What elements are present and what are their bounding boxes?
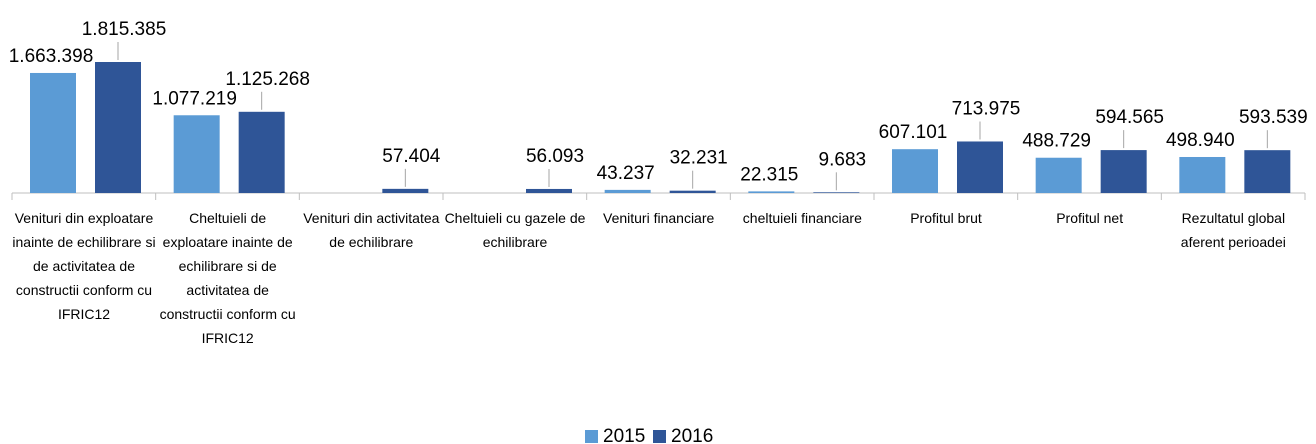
- data-label: 56.093: [526, 146, 584, 167]
- bar: [30, 72, 76, 193]
- legend-label: 2015: [603, 426, 645, 444]
- bar: [382, 188, 429, 193]
- x-tick-label: cheltuieli financiare: [742, 210, 862, 226]
- x-tick-label: Cheltuieli de exploatare inainte de echi…: [159, 210, 296, 346]
- x-tick-label: Venituri din exploatare inainte de echil…: [12, 210, 156, 322]
- bar: [813, 192, 860, 193]
- legend-swatch: [585, 430, 598, 443]
- data-label: 43.237: [597, 163, 655, 184]
- bar: [957, 141, 1003, 193]
- bar: [173, 115, 220, 193]
- bar: [238, 111, 285, 193]
- bar: [748, 191, 795, 193]
- data-label: 594.565: [1095, 107, 1164, 128]
- bar: [892, 149, 938, 193]
- data-label: 1.077.219: [152, 88, 237, 109]
- bar: [1100, 150, 1147, 193]
- bar: [1244, 150, 1291, 193]
- x-tick-label: Venituri din activitatea de echilibrare: [303, 210, 440, 250]
- legend-label: 2016: [671, 426, 713, 444]
- bar: [526, 188, 572, 193]
- bar: [95, 62, 141, 193]
- data-label: 9.683: [819, 149, 867, 170]
- data-label: 593.539: [1239, 107, 1308, 128]
- x-tick-label: Rezultatul global aferent perioadei: [1180, 210, 1286, 250]
- data-label: 713.975: [952, 98, 1021, 119]
- x-tick-label: Profitul brut: [910, 210, 982, 226]
- x-tick-label: Venituri financiare: [603, 210, 715, 226]
- data-label: 498.940: [1166, 130, 1235, 151]
- bar: [669, 190, 716, 193]
- data-label: 1.815.385: [82, 19, 167, 40]
- bar: [1179, 156, 1226, 193]
- bar: [604, 189, 651, 193]
- data-label: 1.125.268: [225, 69, 310, 90]
- data-label: 607.101: [879, 122, 948, 143]
- x-tick-label: Profitul net: [1056, 210, 1124, 226]
- data-label: 488.729: [1022, 131, 1091, 152]
- legend-swatch: [653, 430, 666, 443]
- data-label: 22.315: [740, 164, 798, 185]
- data-label: 1.663.398: [9, 46, 94, 67]
- bar: [1035, 157, 1082, 193]
- x-tick-label: Cheltuieli cu gazele de echilibrare: [444, 210, 586, 250]
- data-label: 57.404: [382, 146, 441, 167]
- data-label: 32.231: [670, 148, 728, 169]
